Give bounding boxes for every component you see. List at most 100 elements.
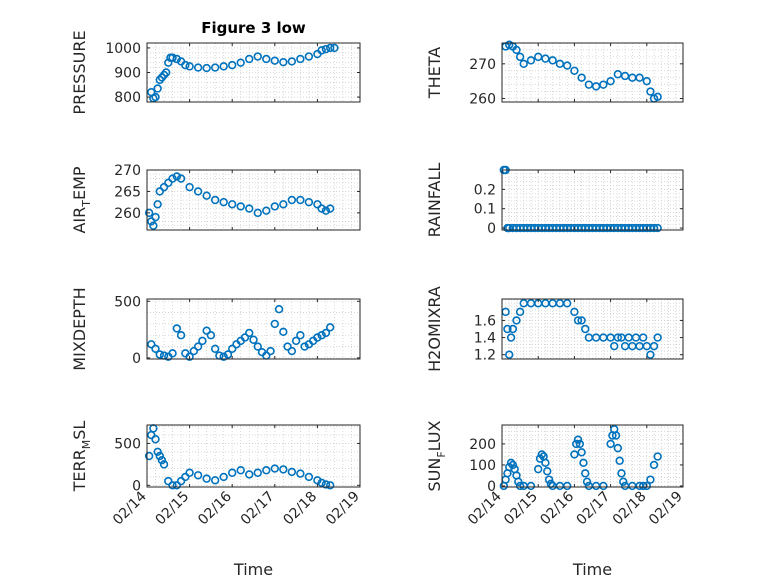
theta-point: [642, 76, 651, 86]
sun_flux-point: [577, 448, 586, 457]
sun_flux-xtick-label: 02/15: [501, 489, 541, 529]
sun_flux-point: [582, 477, 592, 486]
mixdepth-point: [168, 349, 177, 358]
rainfall-point: [649, 223, 659, 233]
mixdepth-ytick-label: 0: [132, 351, 141, 367]
theta-ylabel: THETA: [425, 47, 444, 99]
rainfall-point: [653, 223, 662, 233]
mixdepth-point: [240, 333, 250, 342]
mixdepth-point: [317, 331, 326, 340]
terr_msl-point: [296, 469, 305, 478]
h2omixra-point: [581, 324, 590, 334]
mixdepth-point: [147, 340, 156, 349]
h2omixra-point: [649, 341, 659, 351]
sun_flux-xtick-label: 02/18: [610, 489, 650, 529]
terr_msl-point: [262, 466, 271, 475]
h2omixra-ytick-label: 1.2: [474, 348, 496, 364]
theta-axes-bg: [502, 43, 683, 102]
air_temp-point: [253, 208, 262, 218]
h2omixra-point: [503, 324, 512, 334]
sun_flux-series: [499, 425, 662, 491]
mixdepth-point: [249, 335, 258, 344]
pressure-ytick-label: 800: [114, 90, 141, 106]
pressure-point: [153, 84, 162, 93]
sun_flux-point: [606, 439, 615, 449]
air_temp-ytick-label: 270: [114, 163, 141, 179]
pressure-ylabel: PRESSURE: [70, 30, 89, 114]
h2omixra-point: [562, 299, 572, 308]
sun_flux-point: [615, 456, 624, 465]
mixdepth-point: [198, 336, 207, 346]
air_temp-point: [236, 202, 245, 211]
mixdepth-series: [147, 304, 335, 361]
pressure-point: [193, 63, 203, 72]
pressure-point: [219, 62, 228, 71]
air_temp-point: [270, 202, 279, 211]
air_temp-point: [304, 197, 314, 207]
air_temp-axes-box: [146, 169, 361, 231]
h2omixra-point: [613, 333, 623, 342]
sun_flux-axes-box: [501, 424, 684, 488]
sun_flux-point: [581, 469, 590, 478]
mixdepth-point: [206, 331, 216, 340]
sun_flux-xlabel: Time: [572, 560, 612, 579]
pressure-point: [296, 54, 305, 64]
air_temp-point: [325, 204, 335, 213]
theta-point: [591, 82, 601, 91]
mixdepth-ytick-label: 500: [114, 294, 141, 310]
terr_msl-xtick-label: 02/18: [280, 489, 320, 529]
h2omixra-ylabel: H2OMIXRA: [425, 286, 444, 372]
terr_msl-point: [313, 476, 322, 485]
mixdepth-point: [193, 342, 203, 351]
mixdepth-point: [283, 342, 292, 351]
h2omixra-point: [573, 316, 583, 325]
mixdepth-point: [253, 342, 262, 351]
pressure-ytick-label: 1000: [105, 41, 141, 57]
h2omixra-point: [508, 324, 518, 334]
sun_flux-point: [572, 439, 581, 449]
h2omixra-point: [638, 333, 648, 342]
air_temp-point: [210, 195, 220, 205]
pressure-point: [253, 52, 262, 61]
terr_msl-ytick-label: 500: [114, 436, 141, 452]
sun_flux-point: [619, 477, 628, 486]
theta-series: [501, 40, 662, 103]
sun_flux-point: [506, 458, 516, 468]
mixdepth-point: [321, 328, 331, 338]
sun_flux-ytick-label: 0: [487, 479, 496, 495]
terr_msl-point: [151, 435, 160, 444]
mixdepth-point: [185, 352, 194, 361]
theta-point: [548, 56, 557, 65]
h2omixra-point: [506, 333, 516, 342]
sun_flux-point: [653, 452, 662, 461]
theta-point: [635, 73, 644, 82]
mixdepth-point: [300, 342, 309, 351]
terr_msl-point: [157, 455, 167, 465]
air_temp-point: [321, 206, 331, 215]
sun_flux-point: [573, 435, 583, 444]
sun_flux-xtick-label: 02/16: [537, 488, 577, 528]
theta-ytick-label: 270: [469, 57, 496, 73]
h2omixra-point: [653, 333, 662, 342]
theta-point: [570, 66, 579, 75]
terr_msl-point: [193, 471, 203, 480]
sun_flux-point: [541, 458, 550, 468]
pressure-point: [262, 54, 271, 64]
terr_msl-point: [185, 468, 194, 477]
mixdepth-axes-box: [146, 298, 361, 360]
pressure-point: [202, 63, 211, 73]
rainfall-ytick-label: 0.2: [474, 182, 496, 198]
terr_msl-point: [210, 476, 220, 485]
mixdepth-point: [270, 319, 279, 329]
h2omixra-subplot: 1.21.4 1.6 H2OMIXRA: [425, 286, 684, 372]
mixdepth-point: [296, 331, 305, 340]
theta-axes-box: [501, 42, 684, 103]
pressure-point: [330, 43, 339, 53]
mixdepth-point: [287, 346, 297, 356]
terr_msl-ylabel: TERRMSL: [70, 421, 93, 493]
mixdepth-point: [219, 352, 228, 361]
terr_msl-point: [181, 472, 190, 482]
terr_msl-point: [172, 481, 182, 490]
theta-point: [653, 92, 662, 101]
